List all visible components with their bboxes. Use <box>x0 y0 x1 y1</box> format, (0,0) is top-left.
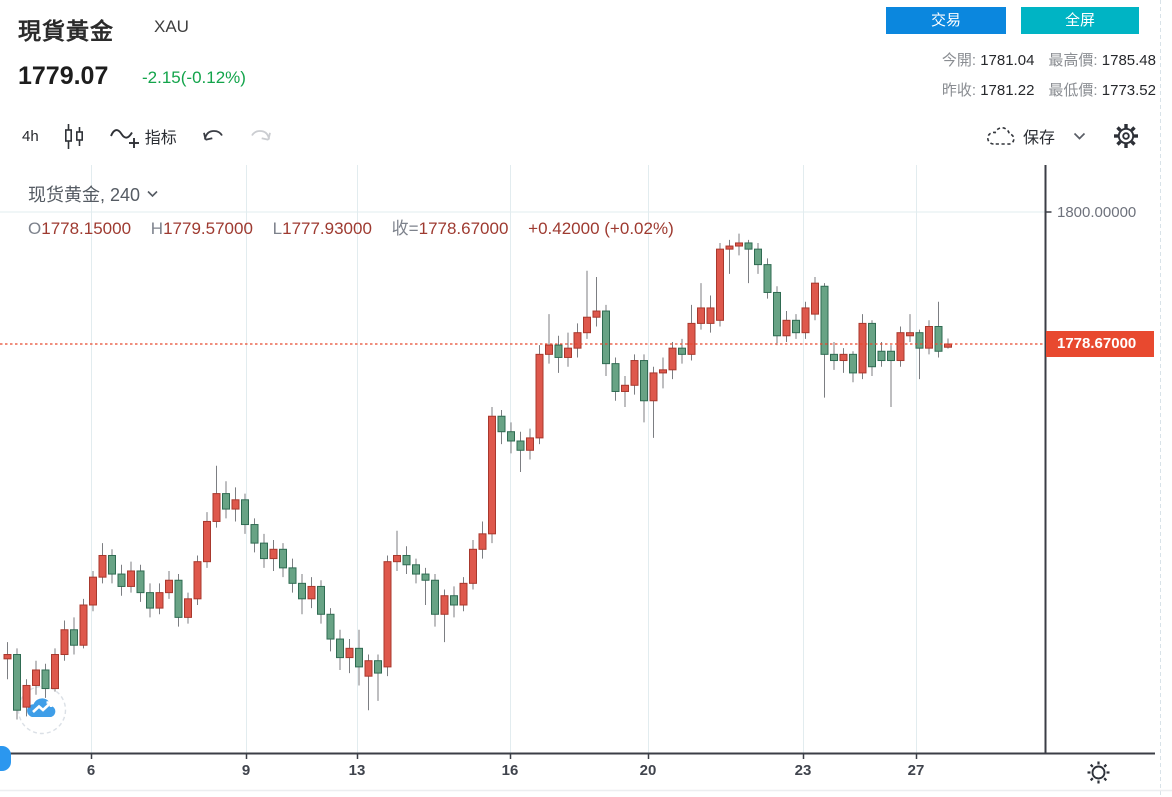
edge-panel-toggle-button[interactable] <box>0 746 11 771</box>
last-price: 1779.07 <box>18 62 109 90</box>
ohlc-readout: O1778.15000 H1779.57000 L1777.93000 收=17… <box>28 214 674 239</box>
ohlc-high-label: H <box>150 219 164 238</box>
time-tick-label: 20 <box>639 762 657 779</box>
high-value: 1785.48 <box>1101 52 1156 69</box>
stats-row-1: 今開: 1781.04 最高價: 1785.48 <box>942 49 1156 70</box>
trade-button[interactable]: 交易 <box>886 7 1006 34</box>
undo-button[interactable] <box>201 126 225 146</box>
price-axis-tick-label: 1800.00000 <box>1057 204 1137 221</box>
prev-close-label: 昨收: <box>941 82 977 99</box>
chart-toolbar-right: 保存 <box>984 120 1140 152</box>
chart-toolbar-left: 4h 指标 <box>22 120 273 152</box>
current-price-badge: 1778.67000 <box>1046 331 1154 357</box>
redo-button[interactable] <box>249 126 273 146</box>
time-tick-label: 6 <box>86 762 96 779</box>
high-label: 最高價: <box>1048 52 1098 69</box>
indicators-label: 指标 <box>144 130 177 147</box>
indicators-button[interactable]: 指标 <box>109 123 177 150</box>
interval-button[interactable]: 4h <box>22 127 39 145</box>
time-tick-label: 13 <box>348 762 366 779</box>
save-layout-button[interactable]: 保存 <box>984 124 1086 149</box>
theme-sun-button[interactable] <box>1085 759 1112 786</box>
time-axis[interactable]: 6 9 13 16 20 23 27 <box>0 762 1045 784</box>
chart-settings-button[interactable] <box>1112 122 1140 150</box>
legend-chevron-down-icon <box>147 190 158 198</box>
price-change: -2.15(-0.12%) <box>142 68 246 87</box>
ohlc-open-label: O <box>28 219 42 238</box>
time-tick-label: 27 <box>907 762 925 779</box>
instrument-title: 現貨黃金 <box>18 18 114 44</box>
low-label: 最低價: <box>1048 82 1098 99</box>
instrument-symbol: XAU <box>154 17 189 36</box>
ohlc-open-value: 1778.15000 <box>41 219 132 238</box>
legend-series-name: 现货黄金, 240 <box>28 185 141 205</box>
redo-icon <box>250 130 271 141</box>
low-value: 1773.52 <box>1101 82 1156 99</box>
undo-icon <box>202 130 223 141</box>
ohlc-change-value: +0.42000 (+0.02%) <box>528 219 674 238</box>
ohlc-close-value: 1778.67000 <box>418 219 509 238</box>
candlestick-style-icon <box>64 123 83 149</box>
open-label: 今開: <box>941 52 977 69</box>
ohlc-low-value: 1777.93000 <box>282 219 372 238</box>
prev-close-value: 1781.22 <box>980 82 1035 99</box>
stats-row-2: 昨收: 1781.22 最低價: 1773.52 <box>942 79 1156 100</box>
ohlc-close-label: 收= <box>391 219 419 238</box>
gear-icon <box>1114 124 1138 148</box>
time-tick-label: 23 <box>794 762 812 779</box>
indicator-wave-plus-icon <box>109 128 139 148</box>
sun-icon <box>1087 761 1110 784</box>
chart-legend-title[interactable]: 现货黄金, 240 <box>28 181 158 207</box>
time-tick-label: 16 <box>501 762 519 779</box>
chart-style-button[interactable] <box>63 123 85 150</box>
cloud-save-icon <box>987 126 1015 145</box>
time-tick-label: 9 <box>241 762 251 779</box>
ohlc-low-label: L <box>272 219 283 238</box>
ohlc-high-value: 1779.57000 <box>163 219 253 238</box>
save-label: 保存 <box>1022 130 1055 147</box>
open-value: 1781.04 <box>980 52 1035 69</box>
fullscreen-button[interactable]: 全屏 <box>1021 7 1139 34</box>
chevron-down-icon[interactable] <box>1073 132 1086 141</box>
